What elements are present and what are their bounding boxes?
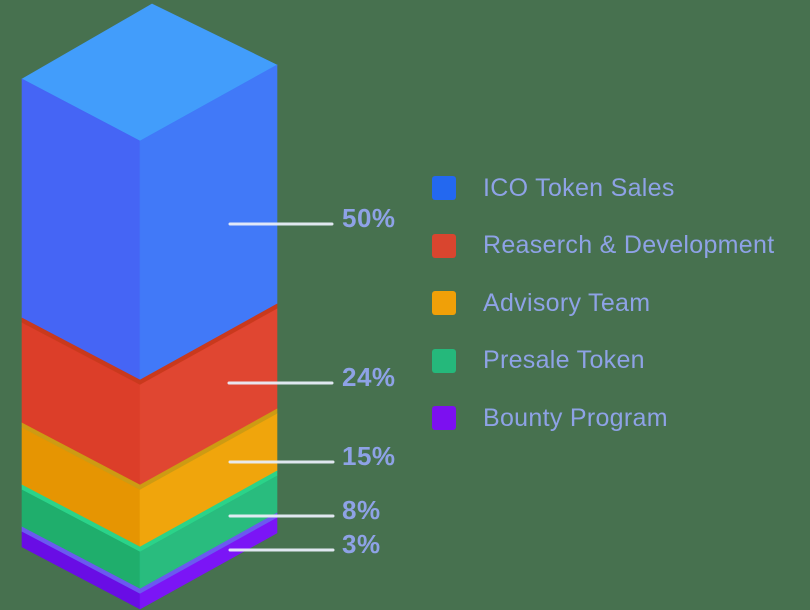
- callout-24: 24%: [227, 362, 396, 392]
- legend-label-reaserch-development: Reaserch & Development: [483, 231, 775, 259]
- legend-label-bounty-program: Bounty Program: [483, 403, 668, 432]
- legend-item-bounty-program: Bounty Program: [432, 403, 774, 432]
- bar-segment-ico-token-sales: [21, 3, 278, 381]
- callout-15: 15%: [228, 441, 396, 471]
- legend: ICO Token Sales Reaserch & Development A…: [432, 173, 775, 464]
- legend-label-ico-token-sales: ICO Token Sales: [483, 173, 675, 202]
- bar-segment-advisory-team: [21, 408, 278, 548]
- legend-item-advisory-team: Advisory Team: [432, 288, 774, 317]
- pct-label-24: 24%: [342, 362, 396, 392]
- legend-item-presale-token: Presale Token: [432, 346, 774, 374]
- callout-3: 3%: [228, 529, 381, 559]
- legend-swatch-ico-token-sales: [432, 176, 456, 200]
- callouts: 50% 24% 15% 8% 3%: [227, 203, 396, 559]
- legend-label-presale-token: Presale Token: [483, 346, 645, 374]
- legend-item-reaserch-development: Reaserch & Development: [432, 231, 775, 259]
- bounty-program-right-face: [139, 517, 278, 610]
- pct-label-8: 8%: [342, 495, 381, 525]
- callout-50: 50%: [228, 203, 396, 233]
- legend-swatch-bounty-program: [432, 406, 456, 430]
- legend-swatch-reaserch-development: [432, 233, 456, 258]
- pct-label-50: 50%: [342, 203, 396, 233]
- callout-8: 8%: [228, 495, 381, 525]
- bar-segment-bounty-program: [21, 512, 278, 610]
- legend-label-advisory-team: Advisory Team: [483, 288, 651, 317]
- pct-label-3: 3%: [342, 529, 381, 559]
- legend-item-ico-token-sales: ICO Token Sales: [432, 173, 774, 202]
- legend-swatch-advisory-team: [432, 291, 456, 315]
- legend-swatch-presale-token: [432, 348, 456, 373]
- pct-label-15: 15%: [342, 441, 396, 471]
